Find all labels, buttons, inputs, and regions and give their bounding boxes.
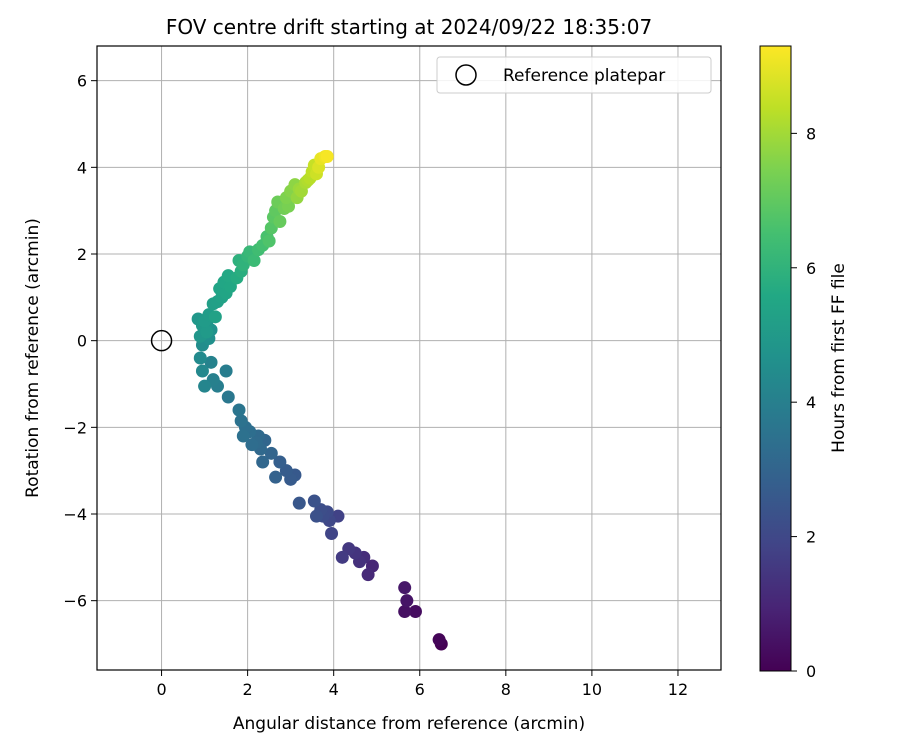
data-point — [204, 355, 218, 369]
legend-box — [436, 56, 712, 94]
data-point — [245, 438, 259, 452]
data-point — [269, 470, 283, 484]
colorbar-tick-label: 6 — [806, 259, 816, 278]
data-point — [400, 594, 414, 608]
data-point — [335, 550, 349, 564]
colorbar-tick-label: 0 — [806, 662, 816, 681]
data-point — [307, 494, 321, 508]
x-axis-ticks: 0 2 4 6 8 10 12 — [156, 670, 688, 699]
data-point — [256, 455, 270, 469]
y-tick-label: −6 — [63, 592, 87, 611]
x-tick-label: 2 — [243, 680, 253, 699]
legend: Reference platepar — [436, 56, 712, 94]
data-point — [264, 446, 278, 460]
data-point — [200, 325, 214, 339]
y-axis-ticks: −6 −4 −2 0 2 4 6 — [63, 72, 97, 611]
colorbar: 0 2 4 6 8 Hours from first FF file — [759, 45, 849, 681]
data-point — [221, 390, 235, 404]
data-point — [198, 379, 212, 393]
y-tick-label: −4 — [63, 505, 87, 524]
colorbar-label: Hours from first FF file — [829, 263, 849, 453]
x-tick-label: 12 — [668, 680, 688, 699]
x-tick-label: 0 — [156, 680, 166, 699]
data-point — [398, 605, 412, 618]
colorbar-gradient — [759, 45, 792, 672]
y-tick-label: 0 — [77, 332, 87, 351]
data-point — [320, 150, 334, 163]
y-tick-label: −2 — [63, 418, 87, 437]
x-tick-label: 4 — [329, 680, 339, 699]
colorbar-tick-label: 4 — [806, 393, 816, 412]
data-point — [309, 509, 323, 523]
grid — [97, 46, 721, 670]
x-tick-label: 6 — [415, 680, 425, 699]
colorbar-tick-label: 8 — [806, 124, 816, 143]
data-point — [236, 429, 250, 443]
legend-marker — [455, 64, 477, 86]
data-point — [193, 351, 207, 365]
chart-title: FOV centre drift starting at 2024/09/22 … — [166, 15, 652, 39]
y-tick-label: 2 — [77, 245, 87, 264]
reference-platepar-marker — [150, 329, 173, 352]
data-point — [325, 527, 339, 540]
data-point — [273, 455, 287, 469]
x-tick-label: 8 — [501, 680, 511, 699]
data-point — [273, 215, 287, 228]
plot-frame — [96, 45, 722, 671]
x-axis-label: Angular distance from reference (arcmin) — [233, 714, 585, 734]
y-tick-label: 4 — [77, 158, 87, 177]
data-point — [398, 581, 412, 595]
data-point — [361, 568, 375, 582]
data-point — [247, 254, 261, 267]
data-point — [232, 403, 246, 417]
data-point — [408, 605, 422, 618]
data-point — [208, 310, 222, 324]
colorbar-ticks: 0 2 4 6 8 — [791, 124, 816, 681]
data-point — [432, 633, 446, 647]
data-point — [262, 234, 276, 248]
colorbar-tick-label: 2 — [806, 528, 816, 547]
data-point — [234, 414, 248, 428]
y-tick-label: 6 — [77, 72, 87, 91]
data-points — [191, 150, 448, 651]
x-tick-label: 10 — [582, 680, 602, 699]
y-axis-label: Rotation from reference (arcmin) — [23, 218, 43, 498]
data-point — [195, 364, 209, 378]
data-point — [219, 364, 233, 378]
data-point — [292, 496, 306, 510]
legend-label: Reference platepar — [503, 66, 665, 86]
